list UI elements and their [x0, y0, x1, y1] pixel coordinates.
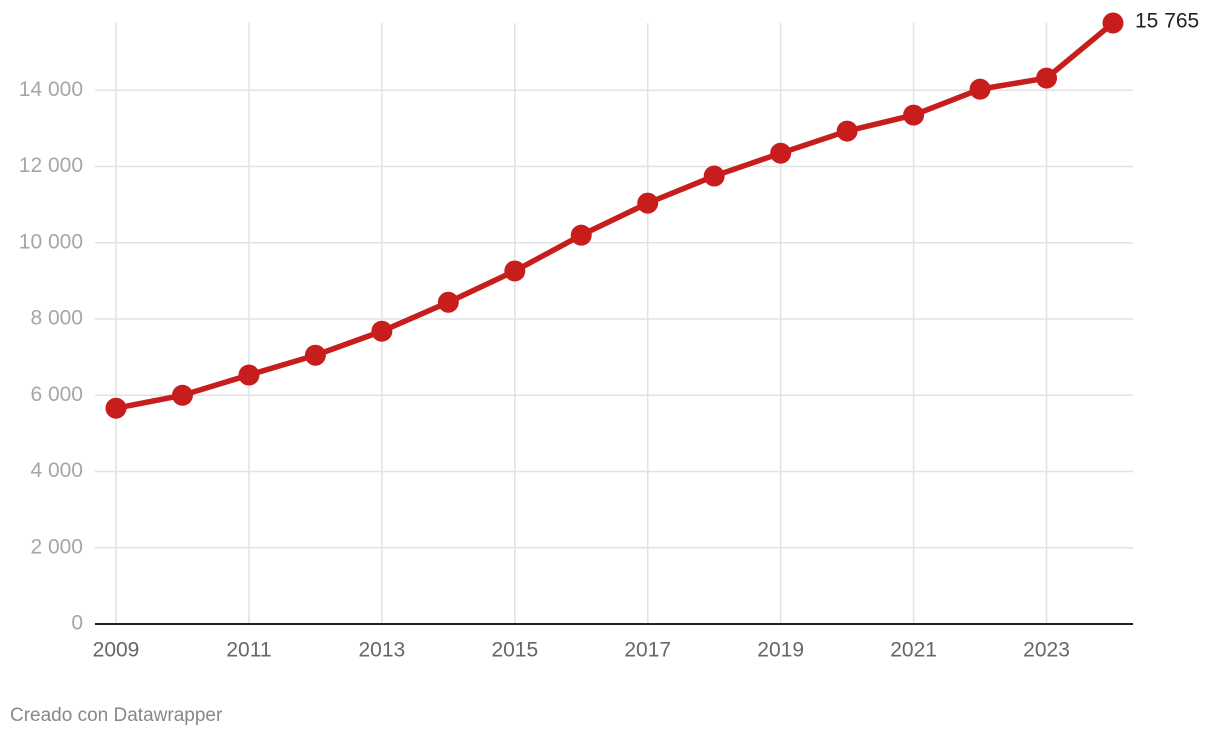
- x-tick-label: 2013: [359, 639, 406, 662]
- point: [238, 364, 260, 386]
- x-tick-label: 2009: [93, 639, 140, 662]
- x-tick-label: 2011: [226, 639, 271, 662]
- point: [371, 320, 393, 342]
- point: [1036, 67, 1058, 89]
- point: [703, 165, 725, 187]
- point: [637, 192, 659, 214]
- x-tick-label: 2015: [491, 639, 538, 662]
- point: [836, 120, 858, 142]
- point: [903, 104, 925, 126]
- point: [304, 344, 326, 366]
- line: [115, 20, 1115, 411]
- point: [770, 142, 792, 164]
- value-label: 15 765: [1135, 10, 1199, 33]
- point: [570, 224, 592, 246]
- y-tick-label: 12 000: [19, 154, 83, 177]
- y-tick-label: 8 000: [30, 307, 83, 330]
- point: [1102, 12, 1124, 34]
- x-tick-label: 2023: [1023, 639, 1070, 662]
- point: [171, 384, 193, 406]
- point: [105, 397, 127, 419]
- x-tick-label: 2017: [624, 639, 671, 662]
- y-tick-label: 6 000: [30, 383, 83, 406]
- footer: Creado con Datawrapper: [10, 705, 223, 726]
- y-tick-label: 4 000: [30, 459, 83, 482]
- y-tick-label: 2 000: [30, 535, 83, 558]
- y-tick-label: 14 000: [19, 78, 83, 101]
- point: [504, 260, 526, 282]
- y-tick-label: 10 000: [19, 230, 83, 253]
- x-tick-label: 2021: [890, 639, 937, 662]
- point: [437, 291, 459, 313]
- x-tick-label: 2019: [757, 639, 804, 662]
- point: [969, 78, 991, 100]
- y-tick-label: 0: [71, 612, 83, 635]
